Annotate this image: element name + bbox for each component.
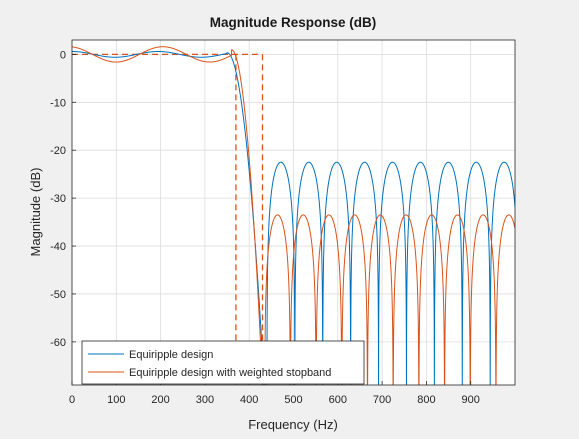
series-line-1 bbox=[72, 46, 515, 385]
x-tick-label: 800 bbox=[417, 394, 435, 406]
x-tick-label: 700 bbox=[373, 394, 391, 406]
series-line-0 bbox=[72, 51, 515, 385]
spec-mask bbox=[72, 53, 264, 385]
x-tick-label: 900 bbox=[462, 394, 480, 406]
legend-box bbox=[81, 340, 365, 385]
x-axis-label: Frequency (Hz) bbox=[248, 417, 338, 432]
legend: Equiripple design Equiripple design with… bbox=[81, 340, 365, 385]
x-tick-label: 0 bbox=[69, 394, 75, 406]
y-tick-label: -60 bbox=[50, 337, 66, 349]
series-group bbox=[72, 46, 515, 385]
y-tick-label: -10 bbox=[50, 97, 66, 109]
x-tick-label: 400 bbox=[240, 394, 258, 406]
y-tick-label: -40 bbox=[50, 241, 66, 253]
x-tick-label: 300 bbox=[196, 394, 214, 406]
ticks: 0 100 200 300 400 500 600 700 800 900 0 -10 -20 -30 -4… bbox=[50, 49, 480, 406]
y-tick-label: -30 bbox=[50, 193, 66, 205]
y-tick-label: 0 bbox=[60, 49, 66, 61]
chart-title: Magnitude Response (dB) bbox=[210, 15, 377, 30]
x-tick-label: 500 bbox=[284, 394, 302, 406]
x-tick-label: 600 bbox=[329, 394, 347, 406]
y-axis-label: Magnitude (dB) bbox=[28, 168, 43, 257]
legend-label-weighted: Equiripple design with weighted stopband bbox=[129, 367, 331, 379]
y-tick-label: -50 bbox=[50, 289, 66, 301]
x-tick-label: 200 bbox=[151, 394, 169, 406]
y-tick-label: -20 bbox=[50, 145, 66, 157]
x-tick-label: 100 bbox=[107, 394, 125, 406]
legend-label-equiripple: Equiripple design bbox=[129, 349, 213, 361]
